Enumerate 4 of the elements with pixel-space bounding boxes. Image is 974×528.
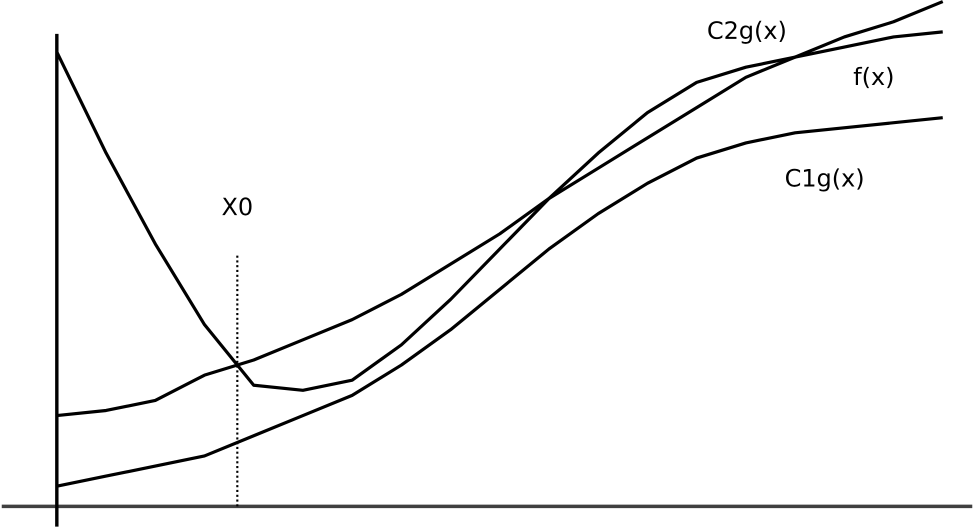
series-label: C1g(x): [786, 168, 863, 192]
series-label: f(x): [854, 66, 892, 88]
annotation: X0: [222, 197, 252, 216]
series-label: C2g(x): [708, 20, 785, 44]
